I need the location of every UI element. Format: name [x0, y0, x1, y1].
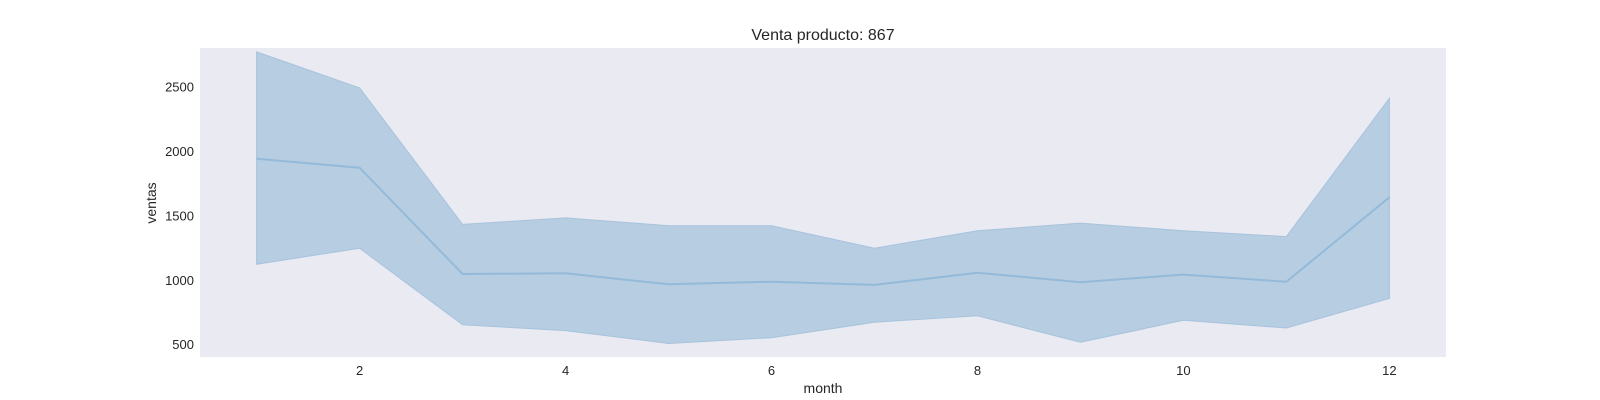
x-tick-label: 4 — [562, 363, 569, 378]
x-tick-label: 12 — [1382, 363, 1396, 378]
y-tick-labels: 500 1000 1500 2000 2500 — [165, 80, 194, 353]
y-tick-label: 2500 — [165, 80, 194, 95]
x-axis-label: month — [804, 380, 843, 396]
y-tick-label: 2000 — [165, 144, 194, 159]
x-tick-label: 8 — [974, 363, 981, 378]
x-tick-label: 6 — [768, 363, 775, 378]
x-tick-labels: 2 4 6 8 10 12 — [356, 363, 1397, 378]
x-tick-label: 10 — [1176, 363, 1190, 378]
series-layer — [256, 51, 1391, 345]
confidence-band — [256, 51, 1390, 345]
chart-title: Venta producto: 867 — [751, 27, 894, 44]
series-line — [256, 157, 1391, 286]
y-tick-label: 500 — [172, 337, 194, 352]
y-tick-label: 1500 — [165, 208, 194, 223]
y-axis-label: ventas — [143, 182, 159, 223]
y-tick-label: 1000 — [165, 273, 194, 288]
x-tick-label: 2 — [356, 363, 363, 378]
